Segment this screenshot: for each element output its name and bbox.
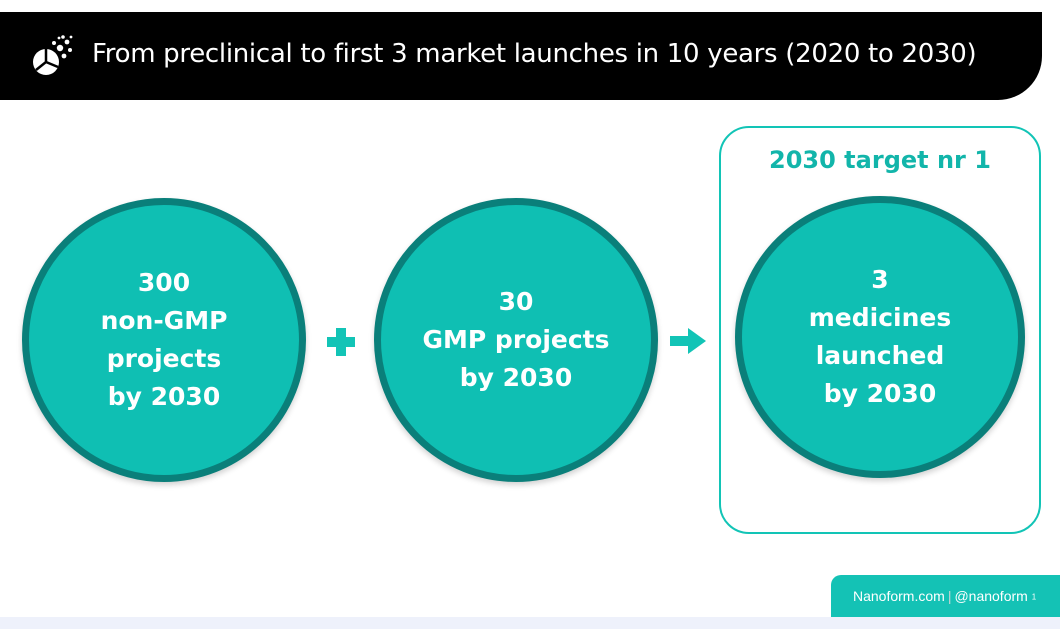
plus-icon: [327, 328, 355, 356]
bottom-strip: [0, 617, 1060, 629]
target-box: 2030 target nr 1: [719, 126, 1041, 534]
footer-separator: |: [947, 588, 952, 604]
slide-title: From preclinical to first 3 market launc…: [92, 39, 977, 69]
nanoform-logo-icon: [33, 35, 73, 75]
footer-handle[interactable]: @nanoform: [954, 588, 1028, 604]
arrow-right-icon: [670, 328, 706, 354]
footer-website[interactable]: Nanoform.com: [853, 588, 945, 604]
footer-tab: Nanoform.com | @nanoform 1: [831, 575, 1060, 617]
page-number: 1: [1031, 592, 1037, 602]
circle-text: 3 medicines launched by 2030: [808, 265, 952, 408]
circle-text: 30 GMP projects by 2030: [422, 287, 610, 392]
circle-medicines-launched: 3 medicines launched by 2030: [735, 196, 1025, 478]
target-title: 2030 target nr 1: [769, 146, 991, 174]
circle-non-gmp-projects: 300 non-GMP projects by 2030: [22, 198, 306, 482]
title-bar: From preclinical to first 3 market launc…: [0, 12, 1042, 100]
circle-text: 300 non-GMP projects by 2030: [100, 268, 228, 411]
circle-gmp-projects: 30 GMP projects by 2030: [374, 198, 658, 482]
